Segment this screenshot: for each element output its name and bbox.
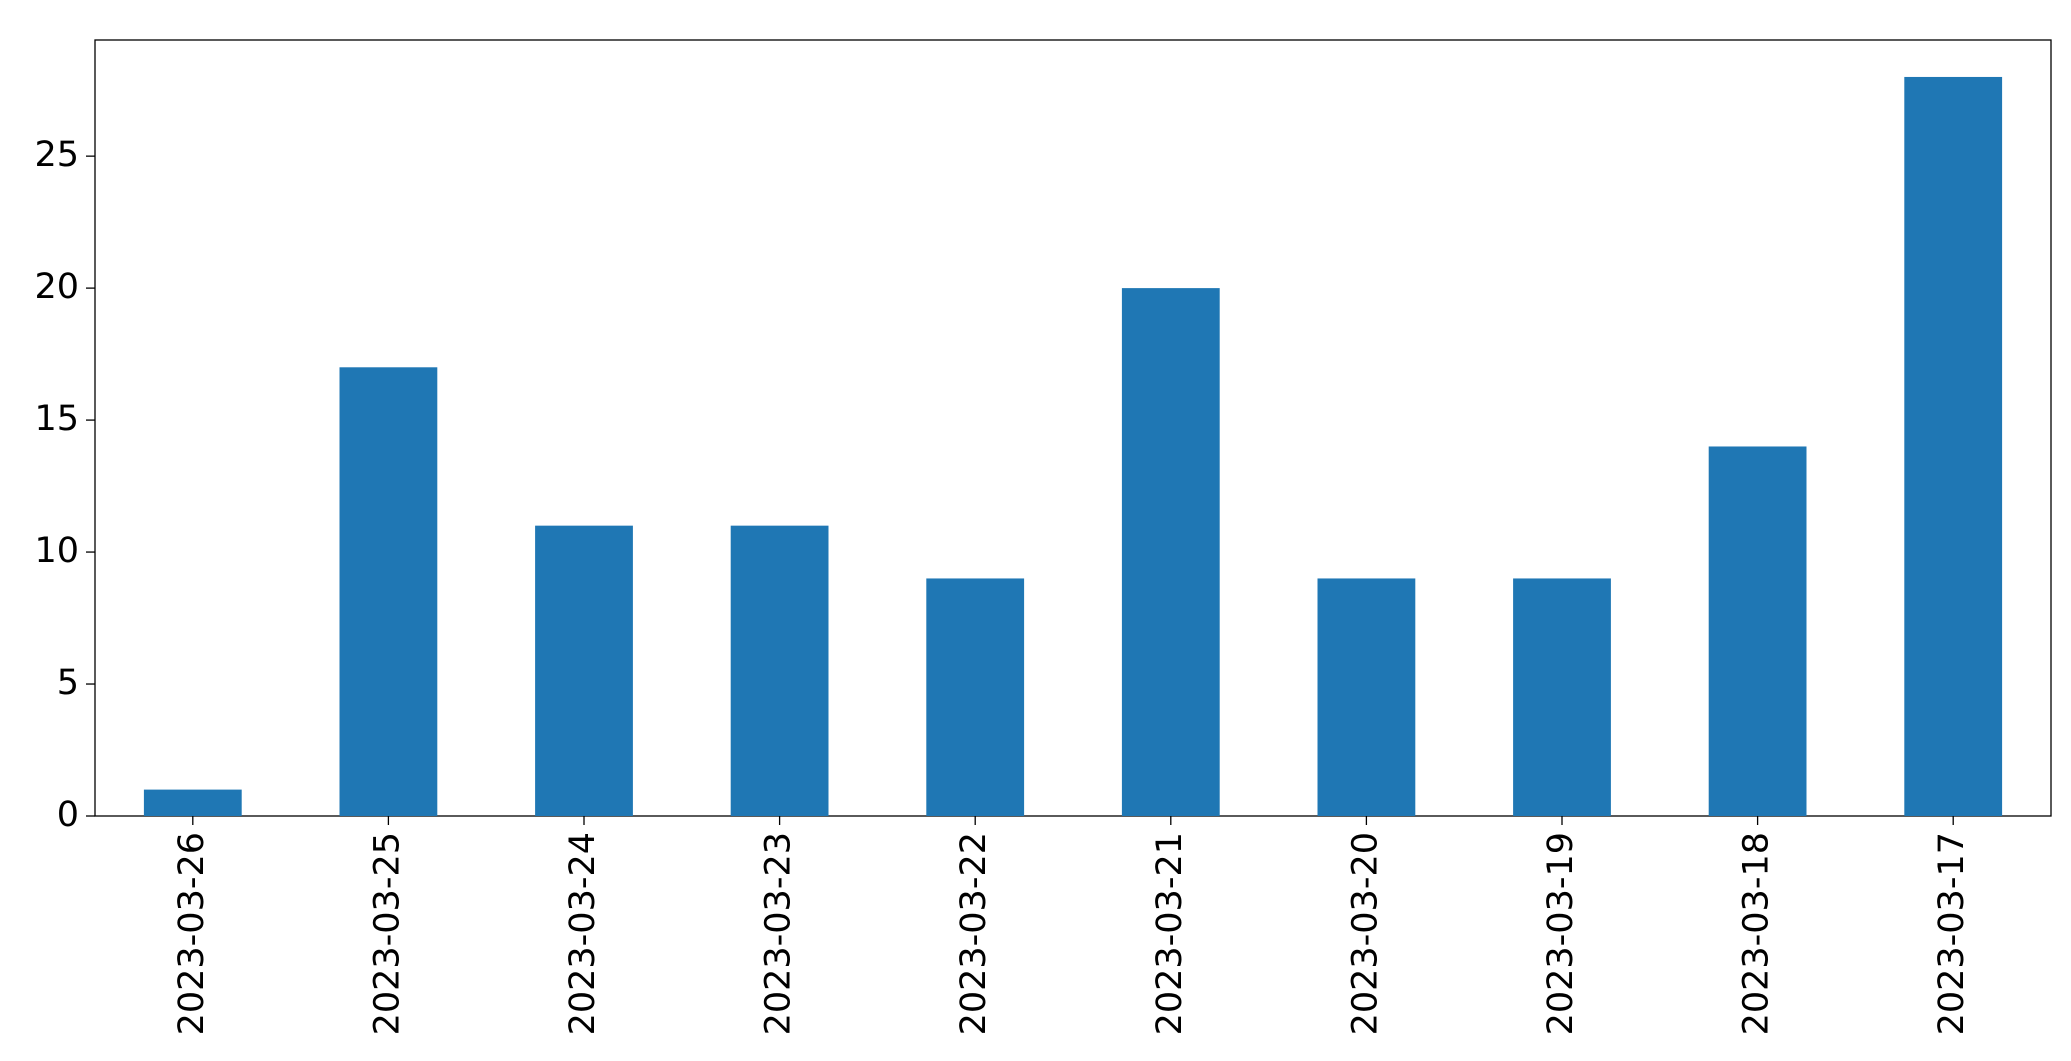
x-tick-label: 2023-03-19: [1541, 832, 1581, 1035]
x-tick-label: 2023-03-24: [563, 832, 603, 1035]
bar: [1708, 446, 1807, 816]
bar: [926, 578, 1025, 816]
bar: [143, 789, 242, 816]
plot-frame: [94, 39, 2052, 817]
y-tick-label: 15: [34, 399, 79, 439]
x-tick-label: 2023-03-21: [1150, 832, 1190, 1035]
x-tick-label: 2023-03-20: [1345, 832, 1385, 1035]
bar: [1513, 578, 1611, 816]
x-tick-label: 2023-03-23: [759, 832, 799, 1035]
bar: [1904, 76, 2003, 816]
bar: [1317, 578, 1416, 816]
x-tick-label: 2023-03-18: [1737, 832, 1777, 1035]
x-tick-label: 2023-03-22: [954, 832, 994, 1035]
x-tick-label: 2023-03-25: [367, 832, 407, 1035]
y-tick-label: 20: [34, 267, 79, 307]
x-tick-label: 2023-03-26: [172, 832, 212, 1035]
y-tick-label: 0: [57, 795, 79, 835]
y-tick-label: 25: [34, 135, 79, 175]
bar: [339, 367, 438, 816]
x-tick-label: 2023-03-17: [1932, 832, 1972, 1035]
bar: [1121, 288, 1220, 816]
bar: [730, 525, 829, 816]
y-tick-label: 10: [34, 531, 79, 571]
y-tick-label: 5: [57, 663, 79, 703]
bar: [535, 525, 633, 816]
